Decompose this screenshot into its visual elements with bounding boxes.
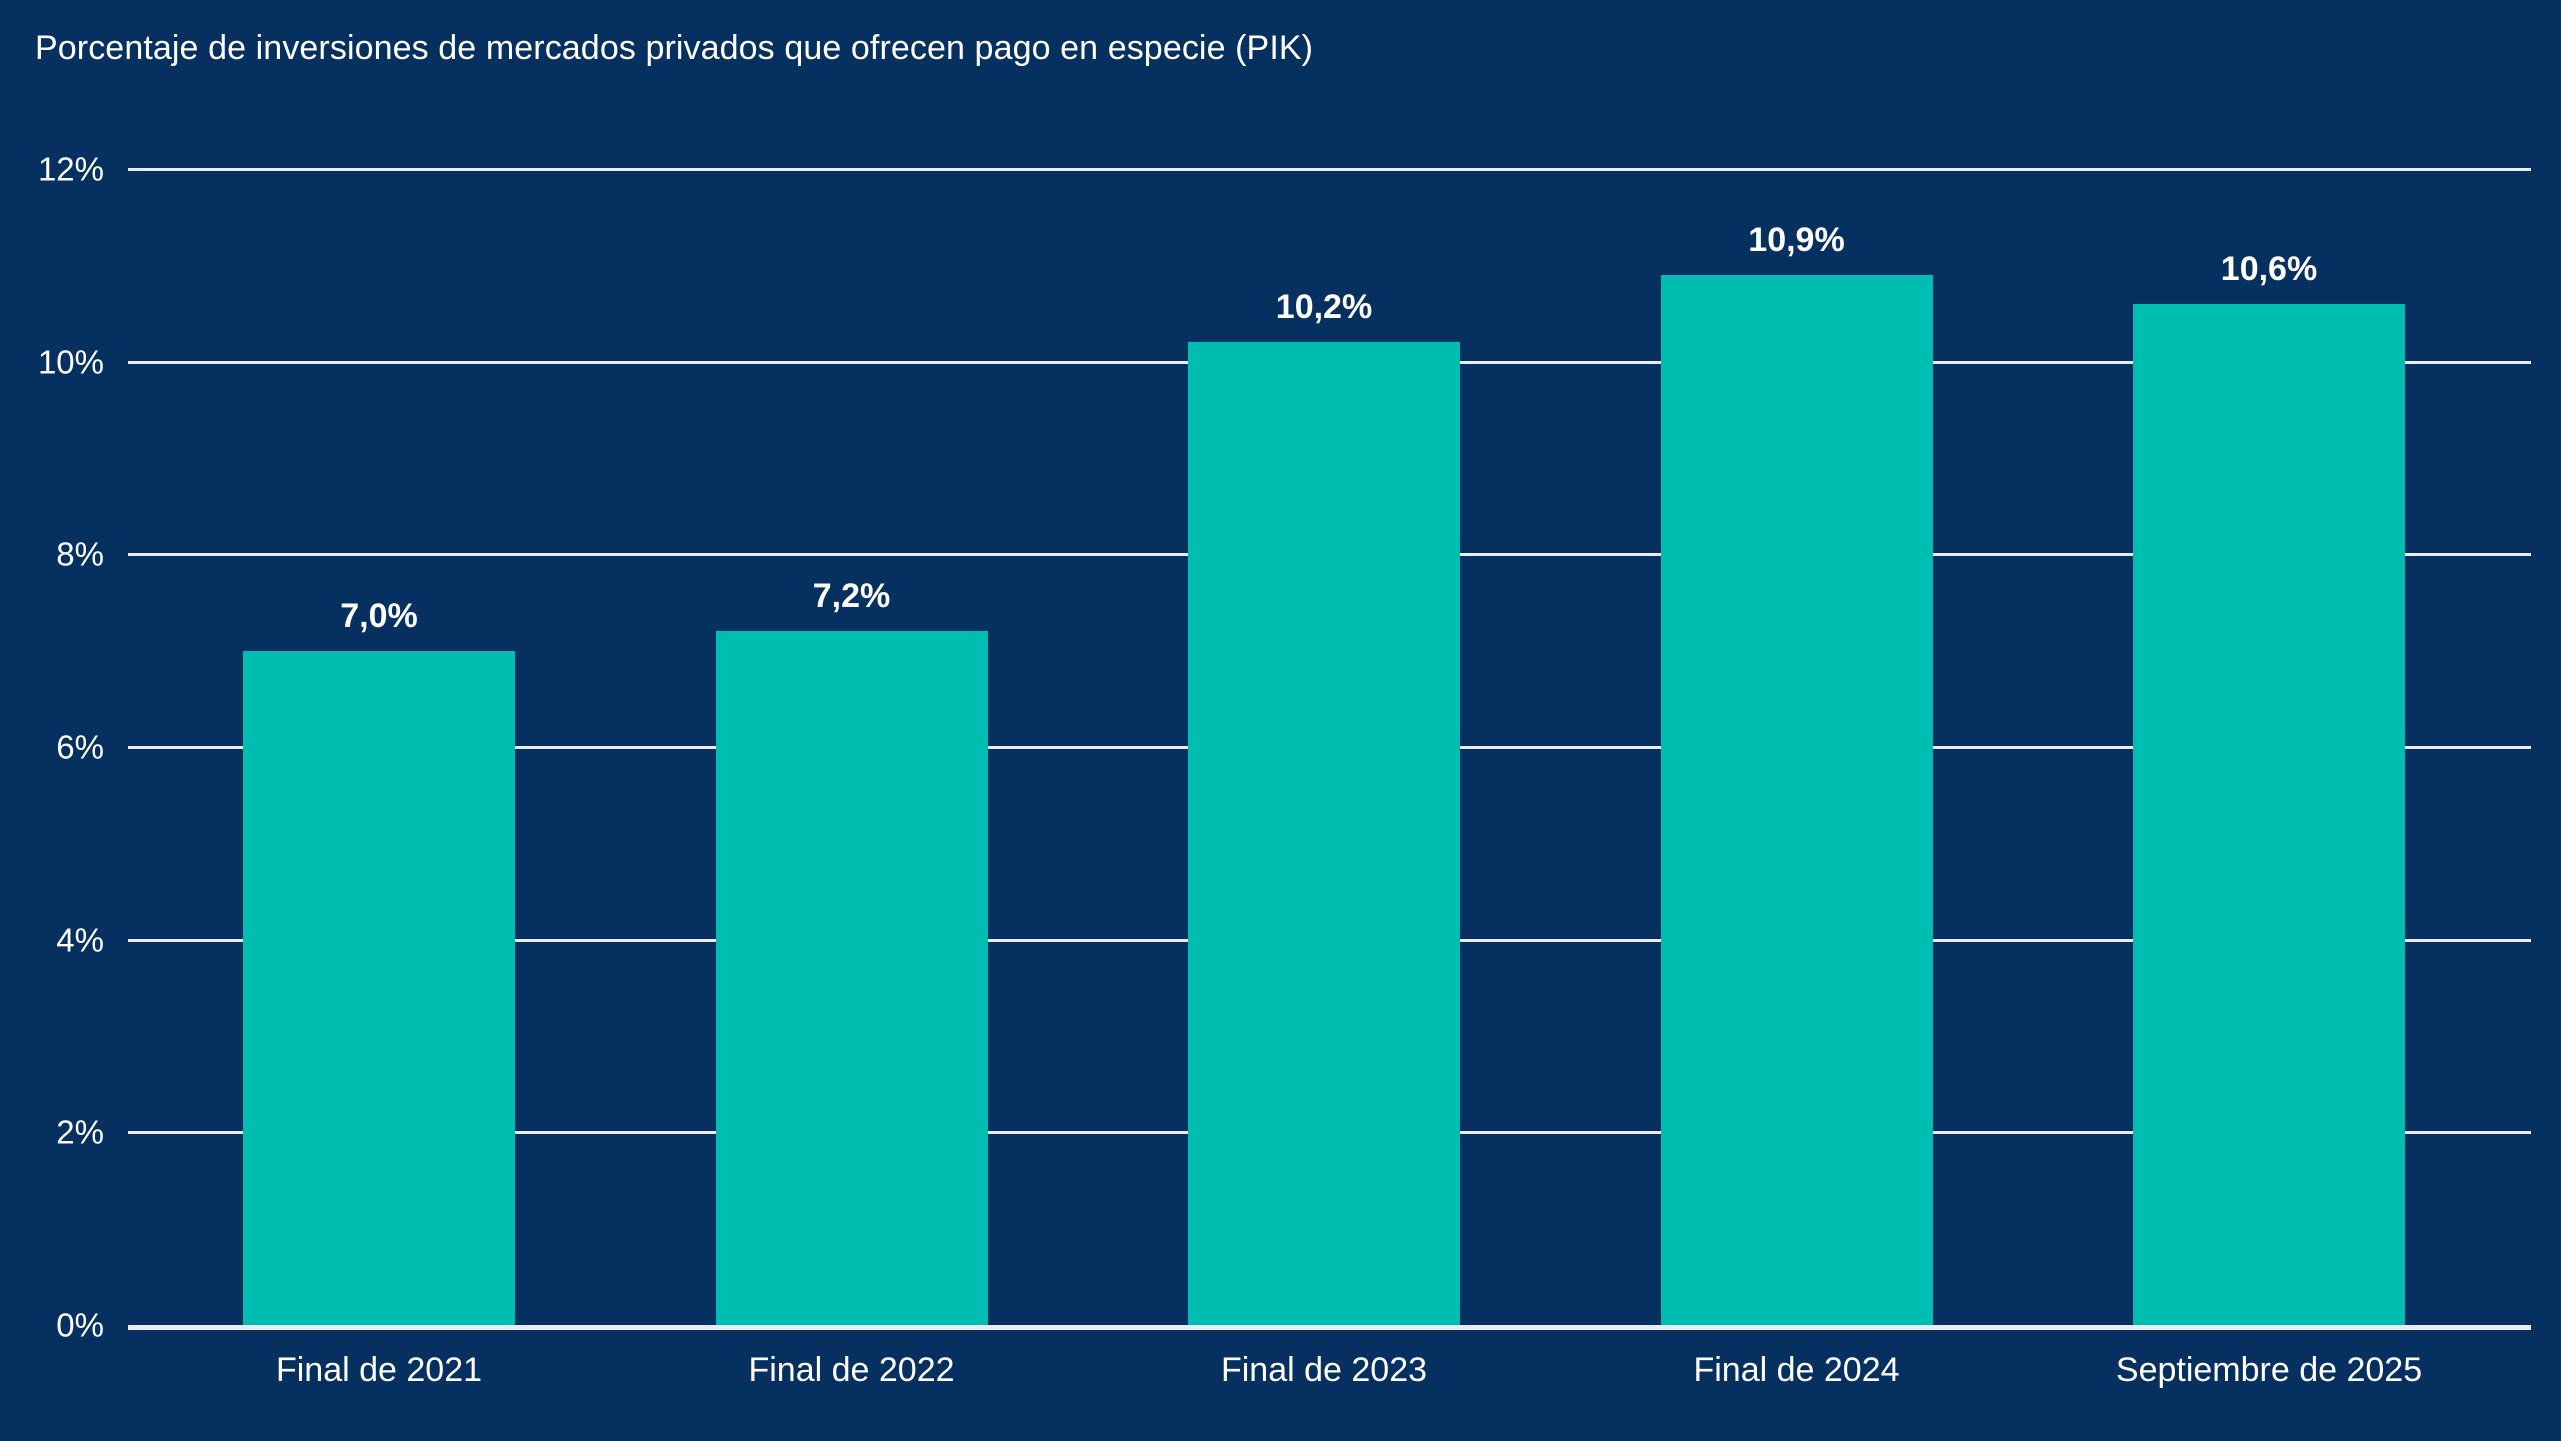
bars-layer: 7,0% 7,2% 10,2% 10,9% 10,6% — [128, 169, 2531, 1325]
bar-value-label: 7,2% — [812, 577, 891, 616]
bar-value-label: 10,6% — [2220, 249, 2318, 288]
x-axis-line — [128, 1325, 2531, 1330]
chart-title: Porcentaje de inversiones de mercados pr… — [35, 29, 1314, 67]
y-axis-tick-label: 0% — [56, 1306, 104, 1344]
bar-group[interactable]: 7,0% — [243, 169, 515, 1325]
y-axis-tick-label: 6% — [56, 728, 104, 766]
bar[interactable] — [243, 650, 515, 1325]
y-axis-tick-label: 12% — [37, 150, 104, 188]
bar[interactable] — [715, 631, 988, 1325]
bar-group[interactable]: 10,2% — [1188, 169, 1460, 1325]
bar-group[interactable]: 10,6% — [2133, 169, 2405, 1325]
bar-group[interactable]: 10,9% — [1660, 169, 1933, 1325]
y-axis-tick-label: 8% — [56, 535, 104, 573]
x-axis-tick-label: Septiembre de 2025 — [2115, 1351, 2423, 1389]
bar[interactable] — [1188, 342, 1460, 1325]
bar-value-label: 10,9% — [1748, 220, 1845, 259]
bar-value-label: 10,2% — [1275, 288, 1373, 327]
x-axis-tick-label: Final de 2023 — [1220, 1351, 1428, 1389]
x-axis-tick-label: Final de 2022 — [748, 1351, 955, 1389]
gridline — [128, 168, 2531, 171]
y-axis-tick-label: 2% — [56, 1113, 104, 1151]
bar-group[interactable]: 7,2% — [715, 169, 988, 1325]
bar[interactable] — [1660, 274, 1933, 1325]
y-axis: 0% 2% 4% 6% 8% 10% 12% — [0, 153, 104, 1342]
x-axis-tick-label: Final de 2021 — [275, 1351, 483, 1389]
bar-value-label: 7,0% — [340, 596, 418, 635]
y-axis-tick-label: 4% — [56, 921, 104, 959]
x-axis: Final de 2021 Final de 2022 Final de 2023 F… — [128, 1348, 2531, 1408]
bar[interactable] — [2133, 303, 2405, 1325]
x-axis-tick-label: Final de 2024 — [1693, 1351, 1900, 1389]
y-axis-tick-label: 10% — [37, 343, 104, 381]
